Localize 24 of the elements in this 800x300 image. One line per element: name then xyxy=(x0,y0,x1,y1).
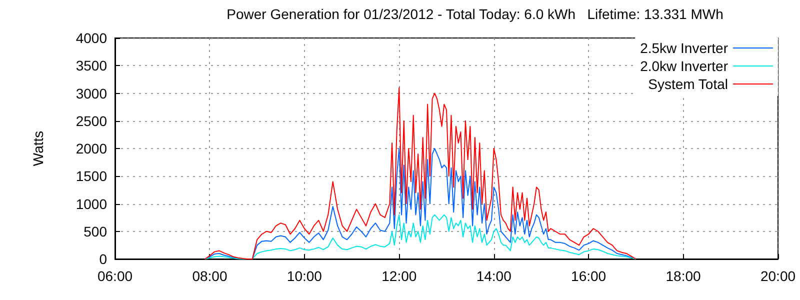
x-tick-label: 12:00 xyxy=(382,268,417,284)
x-tick-label: 08:00 xyxy=(192,268,228,284)
x-tick-label: 14:00 xyxy=(476,268,512,284)
y-tick-label: 3000 xyxy=(76,85,108,102)
x-tick-label: 18:00 xyxy=(666,268,702,284)
y-axis-title: Watts xyxy=(30,130,46,166)
legend-label: System Total xyxy=(648,76,728,92)
y-tick-label: 4000 xyxy=(76,30,108,46)
x-tick-label: 16:00 xyxy=(571,268,606,284)
x-tick-label: 10:00 xyxy=(286,268,322,284)
y-tick-label: 1000 xyxy=(76,196,108,212)
y-tick-label: 2500 xyxy=(76,112,108,129)
legend-label: 2.0kw Inverter xyxy=(640,58,728,74)
y-tick-label: 500 xyxy=(84,223,108,240)
x-tick-label: 20:00 xyxy=(760,268,796,284)
y-tick-label: 0 xyxy=(99,251,108,267)
chart-title: Power Generation for 01/23/2012 - Total Today: 6.0 kWh Lifetime: 13.331 MWh xyxy=(226,6,724,22)
y-tick-label: 1500 xyxy=(76,168,108,184)
x-tick-label: 06:00 xyxy=(97,268,133,284)
legend-label: 2.5kw Inverter xyxy=(640,40,728,56)
y-tick-label: 2000 xyxy=(76,140,108,156)
y-tick-label: 3500 xyxy=(76,58,108,74)
line-series xyxy=(204,87,636,260)
line-series xyxy=(204,214,636,260)
